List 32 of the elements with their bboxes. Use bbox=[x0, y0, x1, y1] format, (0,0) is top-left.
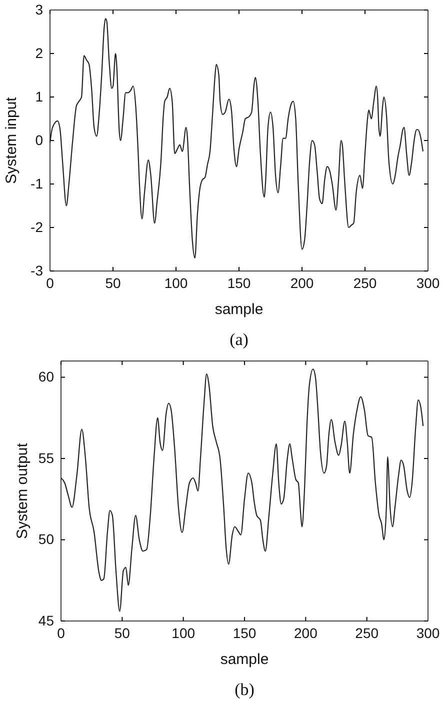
y-tick-label: -1 bbox=[30, 175, 44, 192]
x-tick-label: 200 bbox=[294, 624, 318, 641]
y-tick-label: 0 bbox=[35, 132, 44, 148]
x-tick-label: 300 bbox=[416, 274, 440, 291]
x-tick-label: 250 bbox=[355, 624, 379, 641]
line-series bbox=[49, 18, 424, 258]
x-tick-label: 50 bbox=[105, 274, 121, 291]
x-axis-title: sample bbox=[220, 651, 269, 668]
x-tick-label: 250 bbox=[353, 274, 377, 291]
y-tick-label: -2 bbox=[30, 218, 44, 235]
y-tick-label: 3 bbox=[35, 1, 44, 18]
x-axis-title: sample bbox=[214, 301, 264, 318]
x-tick-label: 100 bbox=[164, 274, 188, 291]
y-tick-label: 55 bbox=[38, 450, 54, 466]
y-tick-label: 1 bbox=[35, 88, 44, 104]
text: (b) bbox=[234, 680, 254, 699]
y-axis-title: System input bbox=[3, 96, 20, 184]
y-axis-title: System output bbox=[14, 442, 31, 539]
x-tick-label: 200 bbox=[290, 274, 314, 291]
x-tick-label: 300 bbox=[416, 624, 440, 641]
x-tick-label: 150 bbox=[232, 624, 256, 641]
y-tick-label: 60 bbox=[38, 368, 54, 385]
y-tick-label: 2 bbox=[35, 44, 44, 61]
x-tick-label: 100 bbox=[172, 624, 196, 641]
text: (a) bbox=[230, 330, 248, 349]
x-tick-label: 0 bbox=[57, 624, 66, 641]
x-tick-label: 50 bbox=[114, 624, 130, 641]
line-series bbox=[60, 368, 424, 612]
y-tick-label: -3 bbox=[30, 262, 44, 278]
y-tick-label: 45 bbox=[38, 612, 54, 628]
x-tick-label: 150 bbox=[227, 274, 251, 291]
y-tick-label: 50 bbox=[38, 531, 54, 548]
